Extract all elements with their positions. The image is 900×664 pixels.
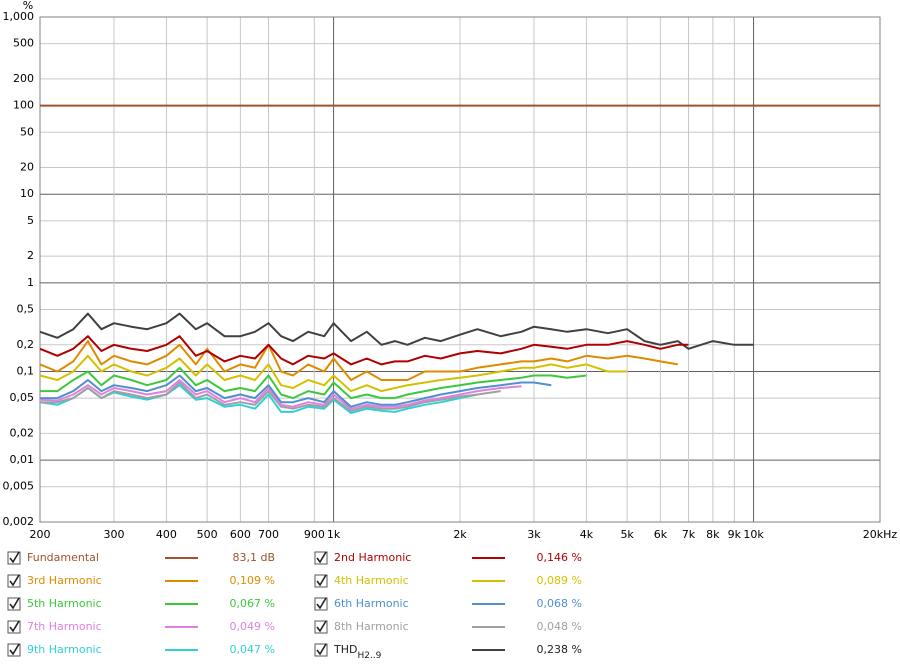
y-tick-label: 0,02	[10, 426, 35, 439]
legend-checkbox[interactable]	[7, 643, 21, 657]
legend-label: 7th Harmonic	[27, 620, 102, 633]
series-line	[40, 381, 501, 412]
legend-name: 3rd Harmonic	[27, 574, 102, 587]
legend-label: 4th Harmonic	[334, 574, 409, 587]
x-tick-label: 6k	[654, 528, 668, 541]
x-tick-label: 4k	[580, 528, 594, 541]
checkbox-check	[9, 597, 20, 610]
y-tick-label: 10	[20, 187, 34, 200]
legend-name: 2nd Harmonic	[334, 551, 411, 564]
legend-label: 5th Harmonic	[27, 597, 102, 610]
legend-name: 6th Harmonic	[334, 597, 409, 610]
y-tick-label: 0,05	[10, 391, 35, 404]
x-tick-label: 300	[103, 528, 124, 541]
checkbox-check	[9, 574, 20, 587]
y-tick-label: 0,2	[17, 338, 35, 351]
legend-name: THD	[333, 643, 357, 656]
y-tick-label: 0,1	[17, 364, 35, 377]
checkbox-check	[316, 620, 327, 633]
series-line	[39, 335, 689, 366]
x-tick-label: 7k	[682, 528, 696, 541]
y-tick-label: 20	[20, 161, 34, 174]
x-tick-label: 9k	[728, 528, 742, 541]
x-tick-label: 700	[258, 528, 279, 541]
series-line	[39, 379, 522, 410]
legend-name: 5th Harmonic	[27, 597, 102, 610]
legend-name: 9th Harmonic	[27, 643, 102, 656]
checkbox-check	[316, 551, 327, 564]
x-tick-label: 2k	[453, 528, 467, 541]
legend-value: 0,146 %	[537, 551, 582, 564]
x-tick-label: 400	[156, 528, 177, 541]
x-tick-label: 10k	[743, 528, 764, 541]
legend-value: 0,109 %	[230, 574, 275, 587]
legend-checkbox[interactable]	[314, 643, 328, 657]
series-line	[39, 354, 628, 393]
legend-checkbox[interactable]	[314, 597, 328, 611]
legend-checkbox[interactable]	[7, 620, 21, 634]
y-tick-label: 200	[13, 72, 34, 85]
legend-checkbox[interactable]	[7, 574, 21, 588]
checkbox-check	[316, 597, 327, 610]
y-tick-label: 0,5	[17, 303, 35, 316]
legend-value: 0,067 %	[230, 597, 275, 610]
x-tick-label: 3k	[527, 528, 541, 541]
series-line	[39, 340, 678, 381]
x-tick-label: 200	[30, 528, 51, 541]
legend-name-sub: H2..9	[357, 651, 381, 661]
checkbox-check	[9, 551, 20, 564]
checkbox-check	[9, 643, 20, 656]
y-tick-label: 5	[27, 214, 34, 227]
legend-label: 6th Harmonic	[334, 597, 409, 610]
x-tick-label: 8k	[706, 528, 720, 541]
legend-value: 0,047 %	[230, 643, 275, 656]
legend-checkbox[interactable]	[314, 574, 328, 588]
legend-value: 0,089 %	[537, 574, 582, 587]
legend-label: 9th Harmonic	[27, 643, 102, 656]
legend-name: Fundamental	[27, 551, 99, 564]
legend-checkbox[interactable]	[314, 551, 328, 565]
y-tick-label: 2	[27, 249, 34, 262]
legend-value: 0,238 %	[537, 643, 582, 656]
checkbox-check	[9, 620, 20, 633]
legend-value: 0,048 %	[537, 620, 582, 633]
y-tick-label: 500	[13, 37, 34, 50]
legend-label: 2nd Harmonic	[334, 551, 411, 564]
legend-value: 0,049 %	[230, 620, 275, 633]
legend-checkbox[interactable]	[7, 597, 21, 611]
y-tick-label: 1,000	[3, 10, 35, 23]
y-tick-label: 0,005	[3, 480, 35, 493]
y-unit: %	[23, 0, 33, 12]
y-tick-label: 1	[27, 276, 34, 289]
series-line	[40, 366, 587, 400]
legend-name: 7th Harmonic	[27, 620, 102, 633]
legend-checkbox[interactable]	[7, 551, 21, 565]
plot-frame	[39, 16, 881, 523]
series-line	[39, 312, 754, 350]
legend-label: 3rd Harmonic	[27, 574, 102, 587]
y-tick-label: 100	[13, 99, 34, 112]
legend-label: Fundamental	[27, 551, 99, 564]
y-tick-label: 0,01	[10, 453, 35, 466]
x-tick-label: 500	[197, 528, 218, 541]
legend-value: 0,068 %	[537, 597, 582, 610]
legend-value: 83,1 dB	[232, 551, 275, 564]
legend-checkbox[interactable]	[314, 620, 328, 634]
x-tick-label: 900	[304, 528, 325, 541]
x-tick-label: 1k	[327, 528, 341, 541]
x-tick-label: 20kHz	[863, 528, 898, 541]
checkbox-check	[316, 574, 327, 587]
checkbox-check	[316, 643, 327, 656]
legend-label: 8th Harmonic	[334, 620, 409, 633]
y-tick-label: 50	[20, 125, 34, 138]
series-line	[40, 374, 552, 408]
x-tick-label: 5k	[620, 528, 634, 541]
legend-name: 8th Harmonic	[334, 620, 409, 633]
y-tick-label: 0,002	[3, 515, 35, 528]
x-tick-label: 600	[230, 528, 251, 541]
legend-name: 4th Harmonic	[334, 574, 409, 587]
legend-label: THDH2..9	[333, 643, 382, 661]
